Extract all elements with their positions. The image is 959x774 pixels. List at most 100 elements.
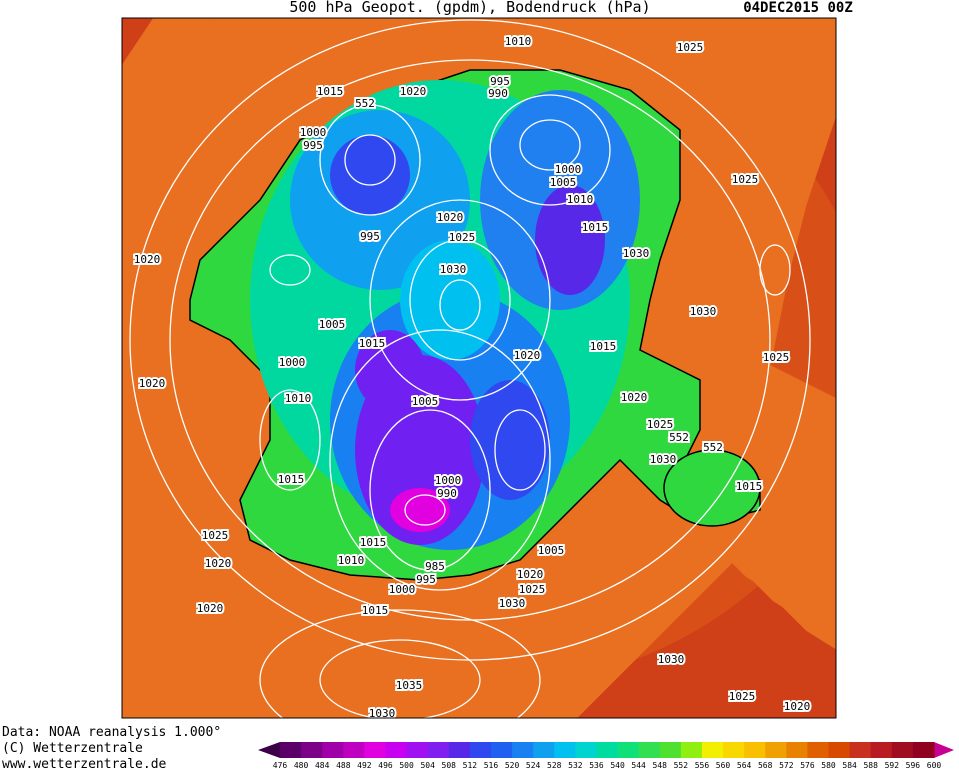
isobar-label: 1030	[690, 305, 717, 318]
isobar-label: 995	[303, 139, 323, 152]
isobar-label: 552	[355, 97, 375, 110]
colorbar-end	[934, 742, 954, 758]
isobar-label: 1005	[412, 395, 439, 408]
isobar-label: 1020	[784, 700, 811, 713]
contour-area	[330, 135, 410, 215]
isobar-label: 1010	[505, 35, 532, 48]
isobar-label: 1025	[763, 351, 790, 364]
colorbar-label: 584	[842, 761, 857, 770]
isobar-label: 1030	[499, 597, 526, 610]
colorbar-cell	[280, 742, 302, 758]
isobar-label: 995	[490, 75, 510, 88]
colorbar-label: 588	[863, 761, 878, 770]
isobar-label: 995	[360, 230, 380, 243]
colorbar-cell	[533, 742, 555, 758]
isobar-label: 1020	[134, 253, 161, 266]
isobars	[129, 19, 811, 718]
isobar-label: 1025	[647, 418, 674, 431]
isobar-label: 1010	[338, 554, 365, 567]
colorbar-cell	[554, 742, 576, 758]
colorbar-label: 528	[547, 761, 562, 770]
colorbar-cell	[301, 742, 323, 758]
isobar-label: 1015	[359, 337, 386, 350]
isobar-label: 1000	[300, 126, 327, 139]
colorbar-label: 536	[589, 761, 604, 770]
isobar-label: 1000	[555, 163, 582, 176]
colorbar-cell	[343, 742, 365, 758]
isobar-label: 1000	[435, 474, 462, 487]
colorbar-cell	[828, 742, 851, 758]
colorbar-label: 576	[800, 761, 815, 770]
colorbar-cell	[701, 742, 724, 758]
isobar-label: 1015	[362, 604, 389, 617]
colorbar-cell	[427, 742, 450, 758]
isobar-label: 1005	[538, 544, 565, 557]
colorbar-label: 552	[674, 761, 689, 770]
colorbar-cell	[406, 742, 429, 758]
isobar-label: 1030	[369, 707, 396, 720]
isobar-label: 1015	[736, 480, 763, 493]
isobar-label: 552	[703, 441, 723, 454]
colorbar-label: 488	[336, 761, 351, 770]
colorbar-cell	[849, 742, 872, 758]
colorbar-label: 496	[378, 761, 393, 770]
isobar-label: 1020	[514, 349, 541, 362]
colorbar: 476 480 484 488 492 496 500 504 508 512 516 520 524 5…	[258, 742, 954, 770]
footer-line: (C) Wetterzentrale	[2, 741, 143, 756]
colorbar-cell	[638, 742, 661, 758]
colorbar-label: 516	[484, 761, 499, 770]
isobar-label: 1015	[582, 221, 609, 234]
isobar-label: 1025	[449, 231, 476, 244]
isobar-label: 1020	[139, 377, 166, 390]
colorbar-label: 512	[463, 761, 478, 770]
colorbar-cell	[912, 742, 935, 758]
isobar-label: 1005	[319, 318, 346, 331]
isobar-label: 1015	[590, 340, 617, 353]
isobar-label: 1010	[285, 392, 312, 405]
isobar-label: 1030	[650, 453, 677, 466]
isobar-label: 1030	[440, 263, 467, 276]
isobar-label: 1025	[677, 41, 704, 54]
isobar-label: 1030	[658, 653, 685, 666]
colorbar-label: 592	[885, 761, 900, 770]
colorbar-label: 504	[420, 761, 435, 770]
contour-area	[400, 240, 500, 360]
contour-area	[535, 185, 605, 295]
isobar-label: 1035	[396, 679, 423, 692]
colorbar-label: 484	[315, 761, 330, 770]
colorbar-label: 540	[610, 761, 625, 770]
colorbar-label: 532	[568, 761, 583, 770]
colorbar-cell	[617, 742, 640, 758]
colorbar-cell	[891, 742, 914, 758]
isobar-label: 1025	[732, 173, 759, 186]
isobar-label: 1025	[519, 583, 546, 596]
colorbar-label: 476	[273, 761, 288, 770]
colorbar-label: 600	[927, 761, 942, 770]
colorbar-label: 596	[906, 761, 921, 770]
footer-line: www.wetterzentrale.de	[2, 757, 167, 770]
isobar-label: 1020	[205, 557, 232, 570]
colorbar-label: 564	[737, 761, 752, 770]
contour-area	[390, 488, 450, 532]
contour-area	[470, 380, 550, 500]
colorbar-cell	[448, 742, 471, 758]
colorbar-cell	[807, 742, 830, 758]
colorbar-cell	[765, 742, 787, 758]
isobar-label: 1015	[317, 85, 344, 98]
colorbar-cell	[786, 742, 808, 758]
isobar-label: 1020	[517, 568, 544, 581]
isobar-labels: 1010 1025 1015 1020 552 995 990 1000 995…	[132, 33, 813, 720]
isobar-label: 1025	[202, 529, 229, 542]
isobar-label: 1020	[437, 211, 464, 224]
colorbar-cell	[364, 742, 386, 758]
colorbar-label: 568	[758, 761, 773, 770]
title: 500 hPa Geopot. (gpdm), Bodendruck (hPa)	[289, 0, 650, 16]
isobar-label: 1020	[400, 85, 427, 98]
colorbar-cell	[596, 742, 619, 758]
isobar-label: 1025	[729, 690, 756, 703]
isobar-label: 990	[437, 487, 457, 500]
colorbar-cell	[385, 742, 408, 758]
colorbar-label: 508	[442, 761, 457, 770]
